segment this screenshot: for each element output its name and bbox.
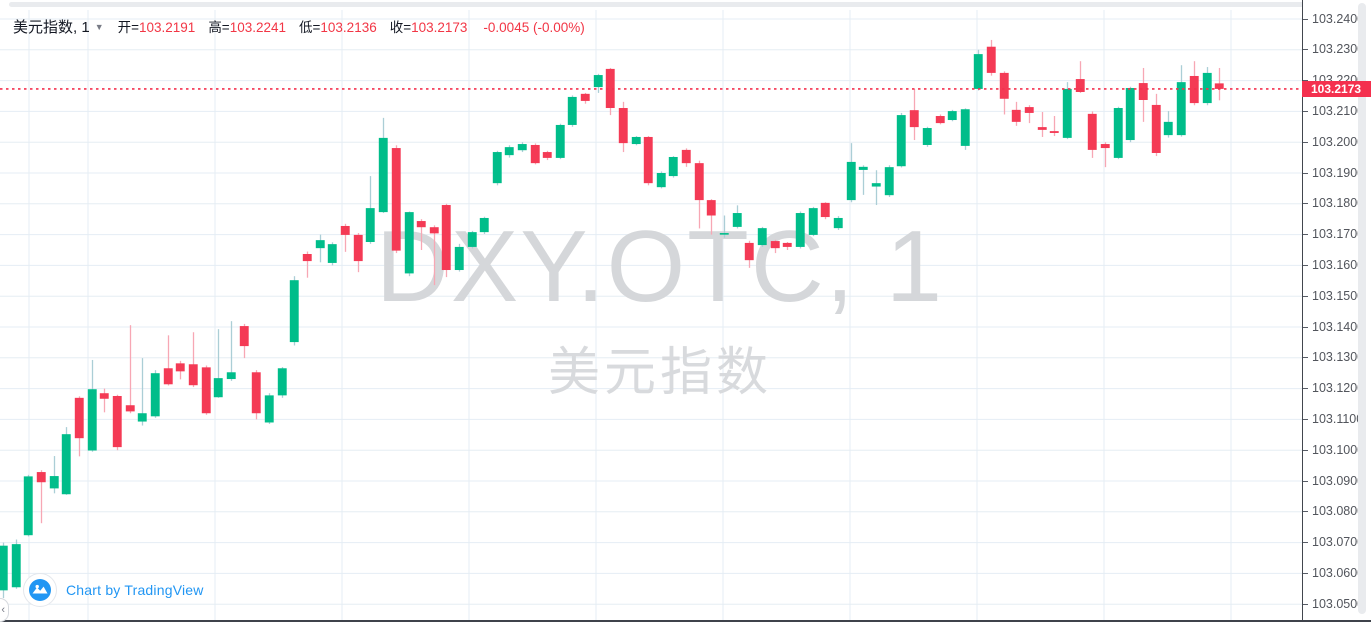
price-axis-label: 103.1500 [1312, 288, 1365, 303]
price-axis-label: 103.1600 [1312, 257, 1365, 272]
price-axis-tick [1303, 572, 1308, 574]
price-axis-tick [1303, 264, 1308, 266]
close-value: 103.2173 [411, 20, 468, 35]
price-axis-label: 103.1900 [1312, 165, 1365, 180]
price-axis-label: 103.0900 [1312, 473, 1365, 488]
price-axis-label: 103.2400 [1312, 11, 1365, 26]
attribution[interactable]: Chart by TradingView [23, 573, 204, 607]
tradingview-logo-icon[interactable] [23, 573, 57, 607]
price-axis-tick [1303, 480, 1308, 482]
watermark-name: 美元指数 [548, 344, 772, 402]
price-axis-label: 103.0600 [1312, 565, 1365, 580]
ohlc-high: 高=103.2241 [208, 16, 286, 36]
low-label: 低= [299, 20, 321, 35]
open-label: 开= [117, 20, 139, 35]
candles [0, 39, 1224, 599]
price-axis-border [1302, 0, 1303, 621]
price-axis-tick [1303, 49, 1308, 51]
price-axis-tick [1303, 295, 1308, 297]
price-axis-tick [1303, 110, 1308, 112]
low-value: 103.2136 [320, 20, 377, 35]
ohlc-open: 开=103.2191 [118, 16, 196, 36]
price-axis-tick [1303, 18, 1308, 20]
price-axis-tick [1303, 542, 1308, 544]
price-axis-tick [1303, 326, 1308, 328]
price-axis-label: 103.2300 [1312, 42, 1365, 57]
price-axis-tick [1303, 203, 1308, 205]
price-axis-label: 103.1100 [1312, 411, 1364, 426]
price-axis-tick [1303, 603, 1308, 605]
high-value: 103.2241 [229, 20, 287, 35]
last-price-label: 103.2173 [1302, 80, 1371, 97]
horizontal-scrollbar[interactable] [9, 2, 1356, 7]
price-axis-tick [1303, 80, 1308, 82]
price-axis-label: 103.0800 [1312, 504, 1365, 519]
grid-lines [0, 10, 1302, 620]
legend: 美元指数, 1 ▼ 开=103.2191 高=103.2241 低=103.21… [13, 16, 585, 37]
chevron-left-icon: ‹ [1, 604, 5, 616]
price-axis-tick [1303, 511, 1308, 513]
price-axis-label: 103.0700 [1312, 535, 1365, 550]
high-label: 高= [208, 20, 230, 35]
watermark-symbol: DXY.OTC, 1 [376, 211, 944, 323]
price-axis-label: 103.1200 [1312, 381, 1365, 396]
chevron-down-icon[interactable]: ▼ [94, 22, 104, 32]
price-axis-tick [1303, 357, 1308, 359]
price-axis-tick [1303, 141, 1308, 143]
open-value: 103.2191 [139, 20, 196, 35]
symbol-title[interactable]: 美元指数, 1 [13, 19, 90, 36]
vertical-scrollbar[interactable] [1358, 3, 1366, 614]
price-axis-label: 103.1700 [1312, 227, 1365, 242]
price-axis-label: 103.1800 [1312, 196, 1365, 211]
price-axis-tick [1303, 418, 1308, 420]
close-label: 收= [389, 20, 412, 35]
price-axis-label: 103.1000 [1312, 442, 1365, 457]
ohlc-low: 低=103.2136 [299, 16, 377, 36]
price-axis-label: 103.2100 [1312, 103, 1365, 118]
attribution-link[interactable]: Chart by TradingView [66, 582, 204, 598]
price-axis-tick [1303, 449, 1308, 451]
price-axis-label: 103.1400 [1312, 319, 1365, 334]
price-axis-label: 103.2000 [1312, 134, 1365, 149]
price-axis-tick [1303, 172, 1308, 174]
price-axis-tick [1303, 388, 1308, 390]
time-axis-edge [0, 620, 1371, 622]
price-axis-label: 103.0500 [1312, 596, 1365, 611]
price-axis-tick [1303, 234, 1308, 236]
change-value: -0.0045 (-0.00%) [483, 20, 585, 35]
price-axis-label: 103.1300 [1312, 350, 1365, 365]
ohlc-close: 收=103.2173 [390, 16, 468, 36]
